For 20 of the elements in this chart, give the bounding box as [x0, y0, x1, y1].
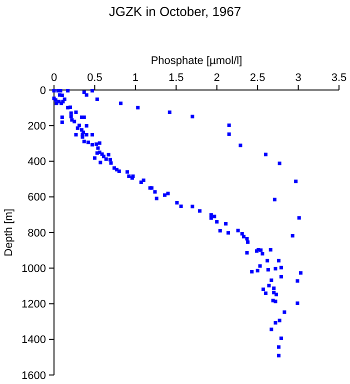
x-axis-title: Phosphate [µmol/l] — [150, 55, 242, 67]
y-tick-label: 800 — [28, 227, 46, 240]
x-tick-label: 0 — [50, 72, 58, 84]
y-tick-label: 400 — [28, 156, 46, 168]
x-tick-label: 2.5 — [250, 72, 266, 84]
y-tick-label: 1600 — [22, 370, 46, 382]
x-tick-label: 2 — [214, 72, 220, 84]
y-axis-title: Depth [m] — [3, 208, 15, 256]
x-tick-label: 3 — [295, 72, 302, 84]
x-tick-label: 0.5 — [87, 72, 102, 84]
y-tick-label: 1200 — [22, 298, 46, 311]
chart-title: JGZK in October, 1967 — [108, 4, 242, 19]
x-tick-label: 1.5 — [168, 72, 184, 84]
y-tick-label: 1400 — [22, 334, 46, 346]
x-tick-label: 3.5 — [331, 72, 347, 84]
y-tick-label: 200 — [28, 120, 46, 132]
y-tick-label: 0 — [40, 84, 46, 97]
y-tick-label: 600 — [28, 192, 46, 204]
y-tick-label: 1000 — [22, 262, 46, 275]
x-tick-label: 1 — [132, 72, 138, 84]
